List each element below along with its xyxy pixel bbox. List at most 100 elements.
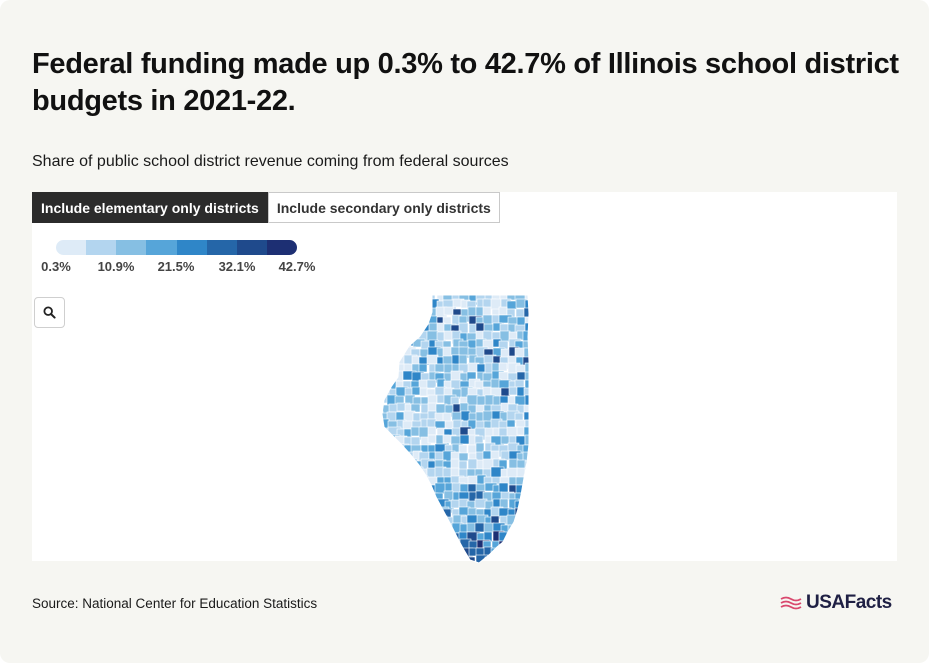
district-cell[interactable] xyxy=(532,483,542,494)
district-cell[interactable] xyxy=(523,498,533,512)
district-cell[interactable] xyxy=(434,363,446,373)
district-cell[interactable] xyxy=(420,484,433,498)
district-cell[interactable] xyxy=(498,540,513,551)
district-cell[interactable] xyxy=(426,523,439,538)
district-cell[interactable] xyxy=(410,293,424,303)
district-cell[interactable] xyxy=(442,546,452,561)
district-cell[interactable] xyxy=(380,548,390,561)
district-cell[interactable] xyxy=(394,532,406,546)
district-cell[interactable] xyxy=(498,482,509,494)
district-cell[interactable] xyxy=(395,308,405,318)
district-cell[interactable] xyxy=(372,309,380,320)
district-cell[interactable] xyxy=(500,450,511,461)
district-cell[interactable] xyxy=(524,506,533,518)
district-cell[interactable] xyxy=(372,485,381,497)
district-cell[interactable] xyxy=(386,482,399,494)
district-cell[interactable] xyxy=(380,482,392,495)
district-cell[interactable] xyxy=(532,397,542,410)
district-cell[interactable] xyxy=(443,306,455,316)
district-cell[interactable] xyxy=(387,292,400,300)
district-cell[interactable] xyxy=(394,476,404,489)
district-cell[interactable] xyxy=(394,292,407,302)
district-cell[interactable] xyxy=(533,469,542,477)
district-cell[interactable] xyxy=(373,331,387,344)
district-cell[interactable] xyxy=(427,539,438,551)
district-cell[interactable] xyxy=(388,314,403,328)
district-cell[interactable] xyxy=(372,531,380,542)
district-cell[interactable] xyxy=(523,491,532,503)
district-cell[interactable] xyxy=(404,292,414,302)
district-cell[interactable] xyxy=(524,394,535,408)
district-cell[interactable] xyxy=(404,498,417,512)
district-cell[interactable] xyxy=(540,444,542,452)
district-cell[interactable] xyxy=(541,548,542,557)
district-cell[interactable] xyxy=(372,315,384,326)
district-cell[interactable] xyxy=(522,483,536,496)
district-cell[interactable] xyxy=(539,499,542,511)
district-cell[interactable] xyxy=(531,516,540,525)
district-cell[interactable] xyxy=(373,419,385,429)
district-cell[interactable] xyxy=(524,371,534,383)
district-cell[interactable] xyxy=(524,434,538,446)
district-cell[interactable] xyxy=(386,508,400,519)
district-cell[interactable] xyxy=(395,460,406,474)
district-cell[interactable] xyxy=(372,324,379,332)
district-cell[interactable] xyxy=(514,556,524,564)
district-cell[interactable] xyxy=(444,539,455,550)
usafacts-logo[interactable]: USAFacts xyxy=(780,592,892,614)
district-cell[interactable] xyxy=(403,323,417,338)
district-cell[interactable] xyxy=(388,331,403,343)
district-cell[interactable] xyxy=(412,499,422,509)
district-cell[interactable] xyxy=(516,531,528,546)
district-cell[interactable] xyxy=(403,315,414,329)
district-cell[interactable] xyxy=(539,308,542,320)
district-cell[interactable] xyxy=(532,356,542,365)
district-cell[interactable] xyxy=(532,315,542,323)
district-cell[interactable] xyxy=(380,307,391,319)
district-cell[interactable] xyxy=(373,548,385,559)
district-cell[interactable] xyxy=(533,549,542,561)
district-cell[interactable] xyxy=(532,533,540,541)
district-cell[interactable] xyxy=(373,498,385,512)
district-cell[interactable] xyxy=(531,428,542,437)
district-cell[interactable] xyxy=(388,323,401,333)
district-cell[interactable] xyxy=(498,362,508,372)
district-cell[interactable] xyxy=(404,491,415,501)
district-cell[interactable] xyxy=(427,394,438,405)
district-cell[interactable] xyxy=(380,354,390,368)
district-cell[interactable] xyxy=(388,539,402,551)
district-cell[interactable] xyxy=(386,524,399,535)
district-cell[interactable] xyxy=(372,379,383,392)
district-cell[interactable] xyxy=(506,532,518,542)
district-cell[interactable] xyxy=(540,453,542,461)
district-cell[interactable] xyxy=(541,332,542,340)
district-cell[interactable] xyxy=(411,314,421,326)
district-cell[interactable] xyxy=(515,484,526,495)
district-cell[interactable] xyxy=(434,451,445,461)
district-cell[interactable] xyxy=(411,300,426,314)
district-cell[interactable] xyxy=(540,355,542,365)
district-cell[interactable] xyxy=(380,316,389,330)
district-cell[interactable] xyxy=(482,306,492,317)
district-cell[interactable] xyxy=(396,546,406,557)
district-cell[interactable] xyxy=(450,554,462,564)
district-cell[interactable] xyxy=(435,523,446,534)
district-cell[interactable] xyxy=(373,556,383,564)
district-cell[interactable] xyxy=(386,298,396,313)
district-cell[interactable] xyxy=(524,322,538,336)
district-cell[interactable] xyxy=(372,387,380,399)
district-cell[interactable] xyxy=(426,508,441,522)
district-cell[interactable] xyxy=(381,507,391,521)
district-cell[interactable] xyxy=(372,301,381,311)
district-cell[interactable] xyxy=(387,307,401,321)
district-cell[interactable] xyxy=(394,539,404,549)
district-cell[interactable] xyxy=(387,556,399,564)
district-cell[interactable] xyxy=(540,516,542,524)
district-cell[interactable] xyxy=(515,515,528,526)
district-cell[interactable] xyxy=(386,442,401,453)
district-cell[interactable] xyxy=(418,293,431,303)
district-cell[interactable] xyxy=(531,421,542,430)
district-cell[interactable] xyxy=(380,444,390,458)
district-cell[interactable] xyxy=(372,429,379,441)
district-cell[interactable] xyxy=(372,348,383,361)
